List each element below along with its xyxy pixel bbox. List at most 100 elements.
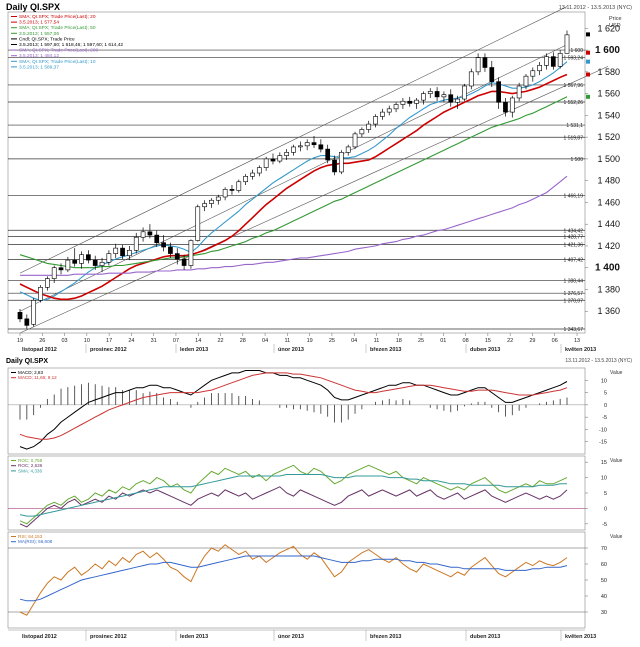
indicator-legend-entry: ROC; 2,636: [18, 463, 43, 468]
indicator-tick-label: 5: [604, 491, 607, 497]
candle-body: [72, 259, 78, 264]
trend-channel-line: [19, 44, 568, 312]
bottom-month-label: květen 2013: [565, 634, 596, 640]
sma-line-sma-200: [20, 175, 568, 276]
main-plot-frame: [7, 11, 586, 334]
candle-body: [24, 318, 30, 326]
candle-body: [270, 158, 276, 162]
candle-body: [537, 65, 543, 72]
candle-body: [65, 259, 71, 271]
candle-body: [557, 53, 563, 67]
candle-body: [380, 111, 385, 117]
bottom-month-label: duben 2013: [470, 634, 500, 640]
indicator-tick-label: 40: [601, 594, 607, 600]
x-tick-label: 17: [106, 338, 112, 344]
candle-body: [434, 91, 440, 98]
candle-body: [516, 85, 522, 99]
indicator-tick-label: 15: [601, 460, 607, 466]
candle-body: [236, 181, 242, 191]
candle-body: [318, 144, 324, 150]
indicator-legend-entry: SMA; 4,336: [18, 468, 42, 473]
candle-body: [509, 97, 515, 113]
candle-body: [455, 98, 460, 103]
legend-entry: 3.5.2013; 1 557,06: [19, 31, 59, 37]
bottom-month-label: prosinec 2012: [90, 634, 127, 640]
candle-body: [120, 247, 125, 257]
price-marker: [586, 50, 590, 55]
candle-body: [38, 286, 43, 301]
candle-body: [475, 57, 481, 73]
candle-body: [523, 75, 529, 87]
candle-body: [58, 267, 64, 271]
price-tick-label: 1 420: [597, 241, 620, 251]
indicator-line-roc-2: [19, 486, 568, 528]
candle-body: [256, 167, 262, 174]
indicator-legend-entry: RSI; 64,153: [18, 534, 43, 539]
x-tick-label: 28: [240, 338, 246, 344]
x-month-label: leden 2013: [180, 347, 208, 353]
x-tick-label: 29: [529, 338, 535, 344]
horizontal-level-label: 1 370,07: [564, 298, 584, 304]
indicator-line-sma: [19, 474, 567, 517]
candle-body: [496, 81, 501, 103]
candle-body: [304, 142, 310, 147]
candle-body: [544, 56, 549, 66]
indicator-title: Daily QI.SPX: [6, 358, 48, 365]
candle-body: [168, 246, 173, 254]
sma-line-sma-50: [19, 96, 568, 269]
legend-entry: SMA; QI.SPX; Trade Price(Last); 50: [19, 25, 96, 31]
candle-body: [222, 189, 228, 198]
price-marker: [586, 32, 590, 37]
bottom-month-label: leden 2013: [180, 634, 208, 640]
candle-body: [106, 253, 112, 263]
candle-body: [468, 71, 474, 87]
candle-body: [386, 108, 392, 113]
candle-body: [188, 240, 194, 266]
candle-body: [441, 94, 447, 98]
candle-body: [92, 259, 98, 266]
x-month-label: květen 2013: [565, 347, 596, 353]
candle-body: [339, 152, 344, 173]
candle-body: [44, 278, 50, 288]
indicator-frame-1: [7, 367, 586, 455]
candle-body: [250, 172, 255, 177]
legend-entry: 3.5.2013; 1 484,12: [19, 53, 59, 59]
indicator-tick-label: 10: [601, 476, 607, 482]
x-tick-label: 31: [151, 338, 157, 344]
indicator-legend-entry: ROC; 0,758: [18, 458, 43, 463]
price-marker: [586, 72, 590, 77]
indicator-tick-label: -5: [602, 415, 607, 421]
bottom-month-label: listopad 2012: [22, 634, 57, 640]
indicator-legend-entry: MACD; 11,66; 9,12: [18, 375, 57, 380]
horizontal-level-label: 1 407,42: [564, 258, 584, 264]
indicator-frame-3: [7, 531, 586, 629]
candle-body: [127, 250, 132, 257]
candle-body: [263, 158, 269, 168]
price-tick-label: 1 500: [597, 154, 620, 164]
x-tick-label: 03: [61, 338, 67, 344]
candle-body: [174, 253, 180, 260]
x-tick-label: 22: [217, 338, 223, 344]
indicator-line-macd: [19, 370, 568, 450]
price-tick-label: 1 460: [597, 197, 620, 207]
candle-body: [462, 85, 467, 100]
candle-body: [277, 155, 283, 162]
horizontal-level-label: 1 519,87: [564, 135, 584, 141]
candle-body: [86, 254, 91, 261]
legend-entry: SMA; QI.SPX; Trade Price(Last); 20: [19, 14, 96, 20]
price-tick-label: 1 540: [597, 110, 620, 120]
horizontal-level-label: 1 343,67: [564, 327, 584, 333]
indicator-tick-label: 70: [601, 546, 607, 552]
candle-body: [448, 94, 454, 103]
indicator-date-range: 13.11.2012 - 13.5.2013 (NYC): [565, 358, 632, 364]
x-month-label: listopad 2012: [22, 347, 57, 353]
x-tick-label: 18: [396, 338, 402, 344]
x-tick-label: 11: [285, 338, 291, 344]
date-range: 13.11.2012 - 13.5.2013 (NYC): [559, 5, 632, 11]
indicator-axis-label: Value: [610, 458, 623, 464]
indicator-tick-label: 10: [601, 378, 607, 384]
x-tick-label: 07: [173, 338, 179, 344]
indicator-tick-label: 0: [604, 506, 607, 512]
horizontal-level-label: 1 552,26: [564, 100, 584, 106]
